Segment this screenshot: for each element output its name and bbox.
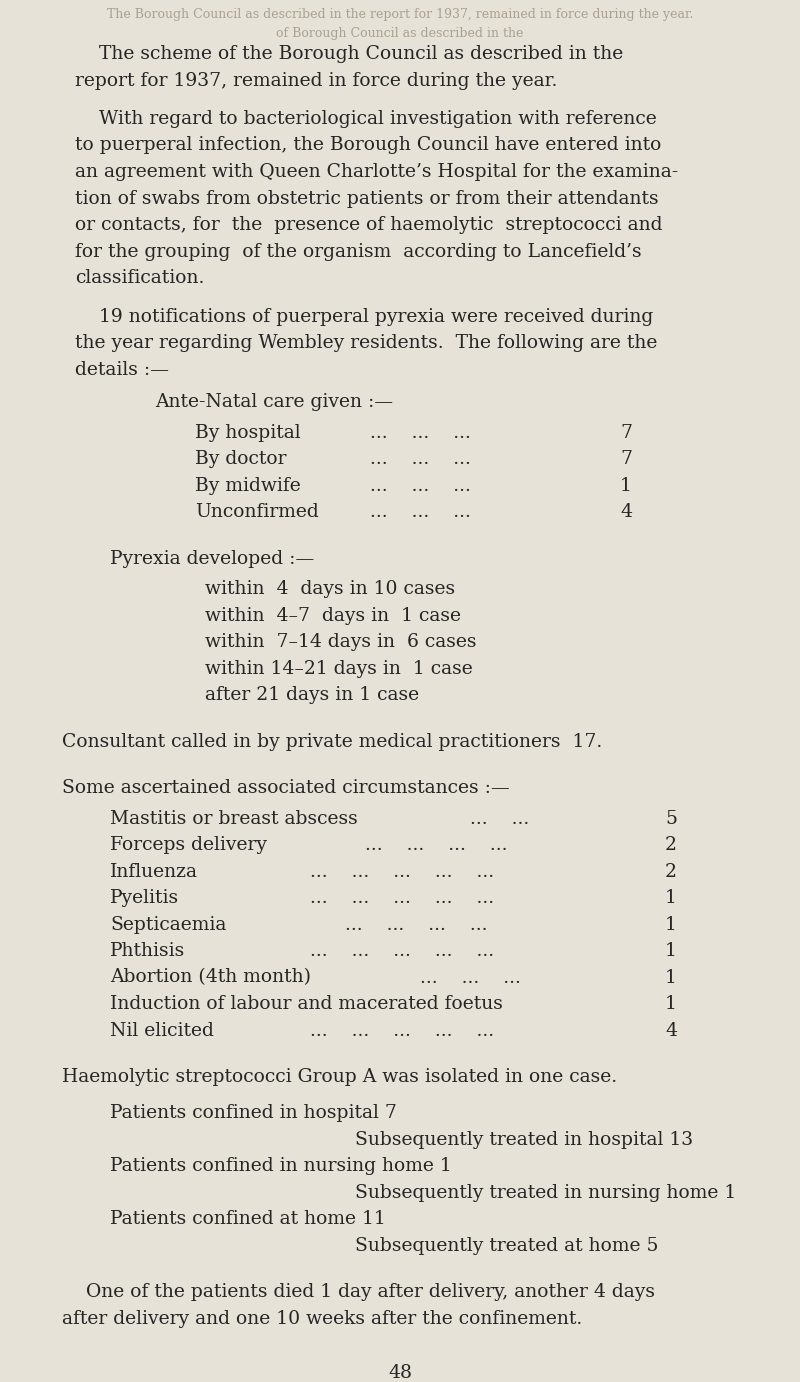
Text: 1: 1 bbox=[620, 477, 632, 495]
Text: Patients confined in nursing home 1: Patients confined in nursing home 1 bbox=[110, 1157, 452, 1175]
Text: The Borough Council as described in the report for 1937, remained in force durin: The Borough Council as described in the … bbox=[106, 8, 694, 21]
Text: Patients confined in hospital 7: Patients confined in hospital 7 bbox=[110, 1104, 397, 1122]
Text: One of the patients died 1 day after delivery, another 4 days: One of the patients died 1 day after del… bbox=[62, 1282, 655, 1300]
Text: to puerperal infection, the Borough Council have entered into: to puerperal infection, the Borough Coun… bbox=[75, 137, 662, 155]
Text: within  4  days in 10 cases: within 4 days in 10 cases bbox=[205, 580, 455, 598]
Text: 1: 1 bbox=[665, 915, 677, 933]
Text: Some ascertained associated circumstances :—: Some ascertained associated circumstance… bbox=[62, 779, 510, 797]
Text: ...    ...    ...: ... ... ... bbox=[370, 503, 471, 521]
Text: the year regarding Wembley residents.  The following are the: the year regarding Wembley residents. Th… bbox=[75, 334, 658, 352]
Text: 7: 7 bbox=[620, 423, 632, 441]
Text: 2: 2 bbox=[665, 836, 677, 854]
Text: within  7–14 days in  6 cases: within 7–14 days in 6 cases bbox=[205, 633, 477, 651]
Text: 5: 5 bbox=[665, 810, 677, 828]
Text: after 21 days in 1 case: after 21 days in 1 case bbox=[205, 685, 419, 703]
Text: Pyrexia developed :—: Pyrexia developed :— bbox=[110, 550, 314, 568]
Text: of Borough Council as described in the: of Borough Council as described in the bbox=[276, 26, 524, 40]
Text: Subsequently treated in hospital 13: Subsequently treated in hospital 13 bbox=[355, 1130, 693, 1148]
Text: ...    ...    ...: ... ... ... bbox=[370, 477, 471, 495]
Text: within  4–7  days in  1 case: within 4–7 days in 1 case bbox=[205, 607, 461, 625]
Text: Induction of labour and macerated foetus: Induction of labour and macerated foetus bbox=[110, 995, 503, 1013]
Text: report for 1937, remained in force during the year.: report for 1937, remained in force durin… bbox=[75, 72, 558, 90]
Text: details :—: details :— bbox=[75, 361, 169, 379]
Text: ...    ...    ...    ...    ...: ... ... ... ... ... bbox=[310, 943, 494, 960]
Text: Unconfirmed: Unconfirmed bbox=[195, 503, 318, 521]
Text: 4: 4 bbox=[665, 1021, 677, 1039]
Text: ...    ...    ...    ...: ... ... ... ... bbox=[345, 915, 487, 933]
Text: Subsequently treated at home 5: Subsequently treated at home 5 bbox=[355, 1237, 658, 1255]
Text: classification.: classification. bbox=[75, 269, 204, 287]
Text: ...    ...    ...    ...    ...: ... ... ... ... ... bbox=[310, 889, 494, 907]
Text: 7: 7 bbox=[620, 451, 632, 468]
Text: Mastitis or breast abscess: Mastitis or breast abscess bbox=[110, 810, 358, 828]
Text: Haemolytic streptococci Group A was isolated in one case.: Haemolytic streptococci Group A was isol… bbox=[62, 1068, 617, 1086]
Text: Forceps delivery: Forceps delivery bbox=[110, 836, 267, 854]
Text: 1: 1 bbox=[665, 969, 677, 987]
Text: By doctor: By doctor bbox=[195, 451, 286, 468]
Text: Influenza: Influenza bbox=[110, 862, 198, 880]
Text: 19 notifications of puerperal pyrexia were received during: 19 notifications of puerperal pyrexia we… bbox=[75, 308, 654, 326]
Text: 4: 4 bbox=[620, 503, 632, 521]
Text: ...    ...    ...    ...    ...: ... ... ... ... ... bbox=[310, 1021, 494, 1039]
Text: Phthisis: Phthisis bbox=[110, 943, 186, 960]
Text: 1: 1 bbox=[665, 943, 677, 960]
Text: after delivery and one 10 weeks after the confinement.: after delivery and one 10 weeks after th… bbox=[62, 1310, 582, 1328]
Text: ...    ...    ...: ... ... ... bbox=[370, 451, 471, 468]
Text: Pyelitis: Pyelitis bbox=[110, 889, 179, 907]
Text: or contacts, for  the  presence of haemolytic  streptococci and: or contacts, for the presence of haemoly… bbox=[75, 216, 662, 234]
Text: Abortion (4th month): Abortion (4th month) bbox=[110, 969, 311, 987]
Text: ...    ...    ...: ... ... ... bbox=[420, 969, 521, 987]
Text: ...    ...    ...    ...    ...: ... ... ... ... ... bbox=[310, 862, 494, 880]
Text: The scheme of the Borough Council as described in the: The scheme of the Borough Council as des… bbox=[75, 46, 623, 64]
Text: ...    ...: ... ... bbox=[470, 810, 530, 828]
Text: an agreement with Queen Charlotte’s Hospital for the examina-: an agreement with Queen Charlotte’s Hosp… bbox=[75, 163, 678, 181]
Text: for the grouping  of the organism  according to Lancefield’s: for the grouping of the organism accordi… bbox=[75, 242, 642, 260]
Text: By midwife: By midwife bbox=[195, 477, 301, 495]
Text: Consultant called in by private medical practitioners  17.: Consultant called in by private medical … bbox=[62, 732, 602, 750]
Text: ...    ...    ...    ...: ... ... ... ... bbox=[365, 836, 507, 854]
Text: Ante-Natal care given :—: Ante-Natal care given :— bbox=[155, 392, 393, 410]
Text: Patients confined at home 11: Patients confined at home 11 bbox=[110, 1211, 386, 1229]
Text: With regard to bacteriological investigation with reference: With regard to bacteriological investiga… bbox=[75, 111, 657, 129]
Text: tion of swabs from obstetric patients or from their attendants: tion of swabs from obstetric patients or… bbox=[75, 189, 658, 207]
Text: 2: 2 bbox=[665, 862, 677, 880]
Text: Septicaemia: Septicaemia bbox=[110, 915, 226, 933]
Text: 48: 48 bbox=[388, 1364, 412, 1382]
Text: Nil elicited: Nil elicited bbox=[110, 1021, 214, 1039]
Text: 1: 1 bbox=[665, 995, 677, 1013]
Text: ...    ...    ...: ... ... ... bbox=[370, 423, 471, 441]
Text: 1: 1 bbox=[665, 889, 677, 907]
Text: By hospital: By hospital bbox=[195, 423, 301, 441]
Text: Subsequently treated in nursing home 1: Subsequently treated in nursing home 1 bbox=[355, 1183, 736, 1201]
Text: within 14–21 days in  1 case: within 14–21 days in 1 case bbox=[205, 659, 473, 677]
